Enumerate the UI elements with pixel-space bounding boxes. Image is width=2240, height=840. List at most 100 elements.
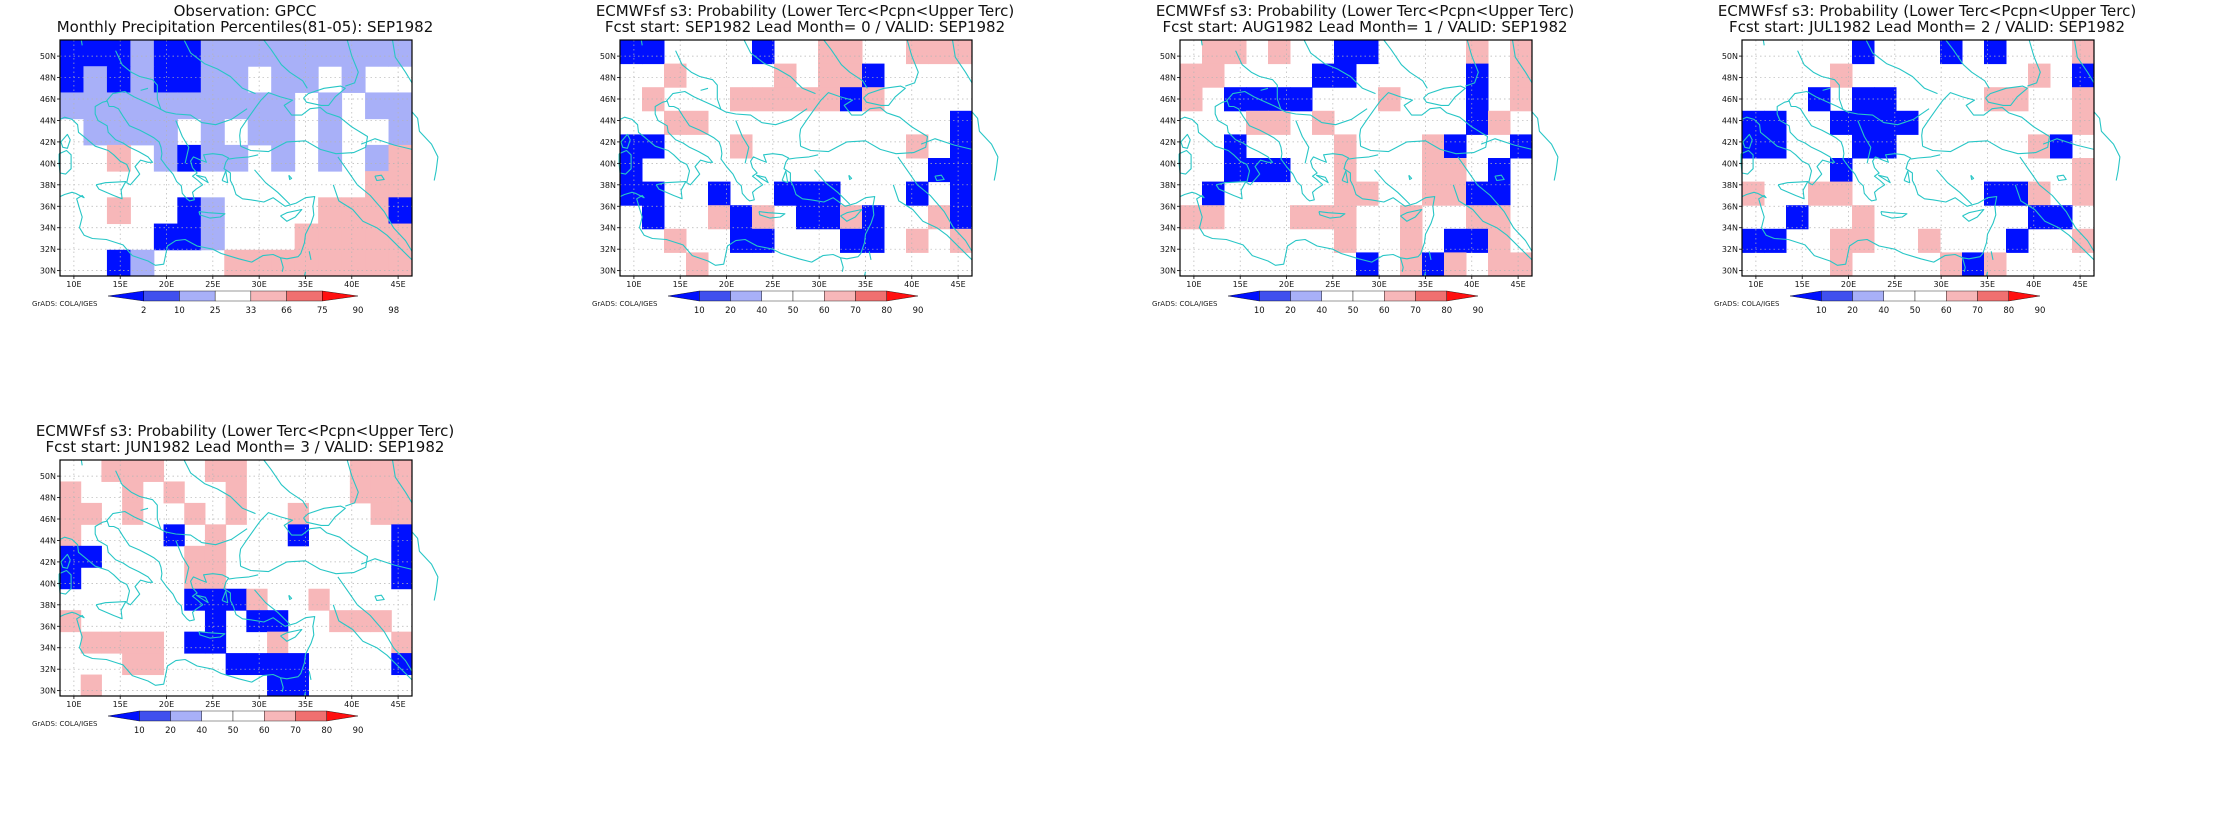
grid-cell bbox=[1830, 181, 1853, 206]
map-figure: ECMWFsf s3: Probability (Lower Terc<Pcpn… bbox=[1714, 2, 2136, 316]
grid-cell bbox=[60, 40, 84, 67]
grid-cell bbox=[122, 653, 144, 676]
grid-cell bbox=[60, 502, 82, 525]
grid-cell bbox=[341, 66, 366, 93]
grid-cell bbox=[1764, 228, 1787, 253]
lat-tick-label: 50N bbox=[40, 472, 56, 481]
lon-tick-label: 35E bbox=[298, 700, 313, 709]
grid-cell bbox=[1852, 228, 1875, 253]
grid-cell bbox=[774, 181, 797, 206]
grid-cell bbox=[365, 249, 390, 277]
grid-cell bbox=[122, 460, 144, 482]
grid-cell bbox=[153, 40, 178, 67]
lat-tick-label: 34N bbox=[1722, 224, 1738, 233]
grid-cell bbox=[928, 158, 951, 183]
lat-tick-label: 42N bbox=[600, 138, 616, 147]
grid-cell bbox=[1896, 110, 1919, 135]
lon-tick-label: 45E bbox=[390, 700, 405, 709]
grid-cell bbox=[177, 197, 202, 225]
map-figure: ECMWFsf s3: Probability (Lower Terc<Pcpn… bbox=[592, 2, 1014, 316]
grid-cell bbox=[391, 545, 413, 568]
colorbar-label: 40 bbox=[1316, 306, 1327, 316]
lat-tick-label: 32N bbox=[40, 665, 56, 674]
grid-cell bbox=[318, 92, 343, 120]
lat-tick-label: 44N bbox=[1722, 116, 1738, 125]
grid-cell bbox=[862, 228, 885, 253]
grid-cell bbox=[1984, 181, 2007, 206]
colorbar-label: 66 bbox=[281, 306, 292, 316]
panel-title-line2: Fcst start: AUG1982 Lead Month= 1 / VALI… bbox=[1162, 18, 1567, 36]
colorbar-label: 20 bbox=[1285, 306, 1296, 316]
grid-cell bbox=[130, 66, 155, 93]
grid-cell bbox=[1488, 205, 1511, 230]
grid-cell bbox=[1246, 110, 1269, 135]
lat-tick-label: 34N bbox=[40, 644, 56, 653]
grid-cell bbox=[1444, 134, 1467, 159]
coastlines bbox=[618, 39, 999, 277]
grid-cell bbox=[840, 228, 863, 253]
grid-cell bbox=[950, 181, 973, 206]
grid-cell bbox=[1202, 63, 1225, 88]
grid-cell bbox=[349, 460, 372, 482]
grid-cell bbox=[1312, 63, 1335, 88]
panel-title-line1: ECMWFsf s3: Probability (Lower Terc<Pcpn… bbox=[1718, 2, 2136, 20]
lat-tick-label: 42N bbox=[1722, 138, 1738, 147]
grid-cell bbox=[318, 197, 343, 225]
grid-cell bbox=[130, 40, 155, 67]
colorbar-label: 60 bbox=[1379, 306, 1390, 316]
lat-tick-label: 44N bbox=[40, 536, 56, 545]
grid-cell bbox=[184, 567, 206, 590]
grid-cell bbox=[1334, 134, 1357, 159]
grid-cell bbox=[2072, 228, 2095, 253]
grid-cell bbox=[2072, 87, 2095, 112]
grid-cell bbox=[1224, 158, 1247, 183]
colorbar-label: 50 bbox=[788, 306, 799, 316]
grid-cell bbox=[1488, 181, 1511, 206]
colorbar-label: 33 bbox=[245, 306, 256, 316]
grid-cell bbox=[177, 144, 202, 172]
grid-cell bbox=[388, 92, 413, 120]
grid-cell bbox=[752, 228, 775, 253]
lat-tick-label: 38N bbox=[1160, 181, 1176, 190]
grid-cell bbox=[287, 653, 309, 676]
grid-cell bbox=[365, 144, 390, 172]
grid-cell bbox=[950, 158, 973, 183]
colorbar-label: 60 bbox=[1941, 306, 1952, 316]
grid-cell bbox=[1180, 87, 1203, 112]
grid-cell bbox=[106, 144, 131, 172]
grid-cell bbox=[287, 674, 309, 697]
lon-tick-label: 20E bbox=[159, 280, 174, 289]
grid-cell bbox=[928, 40, 951, 65]
lon-tick-label: 30E bbox=[812, 280, 827, 289]
grid-cell bbox=[204, 567, 227, 590]
map-panel-1: Observation: GPCC Monthly Precipitation P… bbox=[30, 0, 590, 420]
grid-cell bbox=[928, 205, 951, 230]
grid-cell bbox=[388, 223, 413, 251]
grads-credit: GrADS: COLA/IGES bbox=[1714, 300, 1780, 308]
grid-cell bbox=[1874, 87, 1897, 112]
grid-cell bbox=[664, 63, 687, 88]
grid-cell bbox=[730, 87, 753, 112]
lon-tick-label: 40E bbox=[344, 700, 359, 709]
grid-cell bbox=[204, 545, 227, 568]
lat-tick-label: 32N bbox=[40, 245, 56, 254]
grid-cell bbox=[60, 66, 84, 93]
lat-tick-label: 48N bbox=[600, 74, 616, 83]
grads-credit: GrADS: COLA/IGES bbox=[32, 300, 98, 308]
grid-cell bbox=[225, 481, 247, 504]
grid-cell bbox=[318, 40, 343, 67]
lat-tick-label: 36N bbox=[1160, 202, 1176, 211]
grid-cell bbox=[391, 524, 413, 547]
grid-cell bbox=[774, 87, 797, 112]
lat-tick-label: 50N bbox=[600, 52, 616, 61]
grid-cell bbox=[204, 460, 227, 482]
grid-cell bbox=[1268, 110, 1291, 135]
grid-cell bbox=[224, 66, 249, 93]
grid-cell bbox=[365, 197, 390, 225]
coastlines bbox=[58, 39, 439, 277]
grid-cell bbox=[642, 181, 665, 206]
lat-tick-label: 36N bbox=[40, 622, 56, 631]
grid-cell bbox=[341, 249, 366, 277]
grid-cell bbox=[287, 502, 309, 525]
colorbar-label: 10 bbox=[1254, 306, 1265, 316]
